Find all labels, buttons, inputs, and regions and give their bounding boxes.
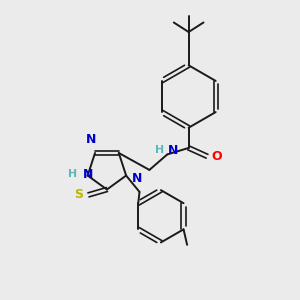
Text: H: H xyxy=(154,145,164,155)
Text: N: N xyxy=(168,143,178,157)
Text: H: H xyxy=(68,169,77,179)
Text: N: N xyxy=(83,168,94,181)
Text: S: S xyxy=(74,188,83,201)
Text: N: N xyxy=(85,134,96,146)
Text: N: N xyxy=(131,172,142,185)
Text: O: O xyxy=(212,150,222,163)
